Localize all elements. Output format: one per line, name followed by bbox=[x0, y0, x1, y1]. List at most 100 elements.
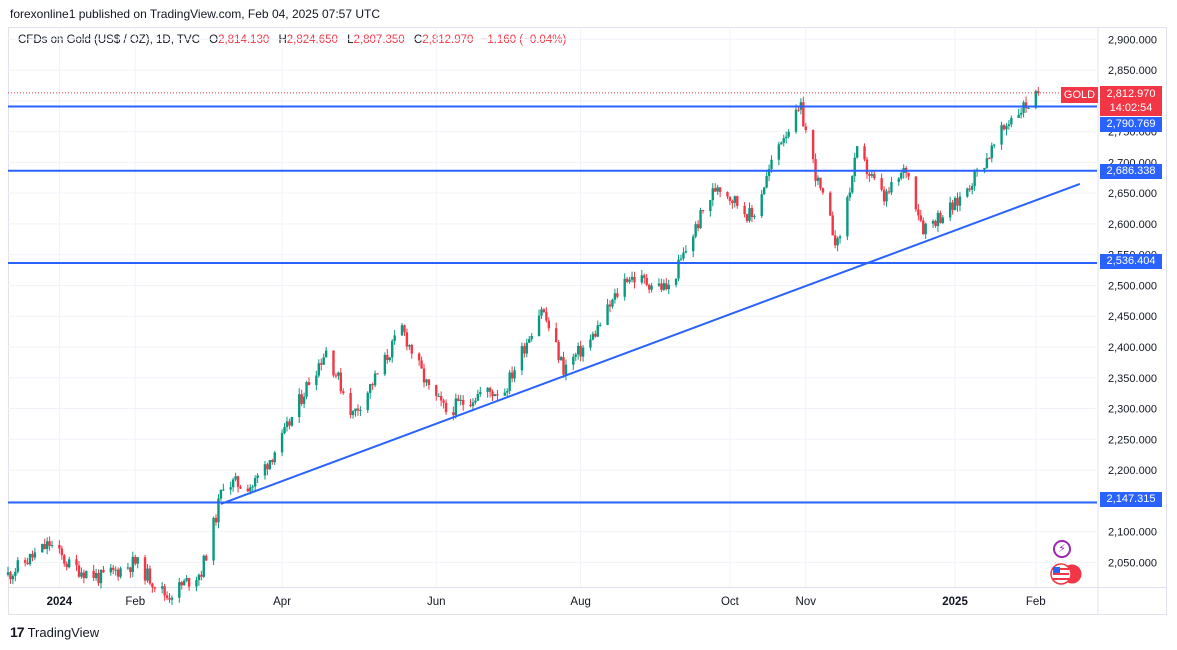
candle-body bbox=[273, 452, 276, 463]
high-label: H bbox=[278, 34, 287, 46]
y-tick-label: 2,450.000 bbox=[1108, 311, 1157, 323]
candle-body bbox=[33, 552, 37, 558]
low-label: L bbox=[347, 34, 354, 46]
candle-body bbox=[474, 400, 477, 403]
candle-body bbox=[253, 478, 257, 487]
candle-body bbox=[187, 578, 191, 587]
candle-body bbox=[163, 586, 166, 596]
candle-body bbox=[542, 309, 546, 313]
candle-body bbox=[148, 568, 152, 584]
candle-body bbox=[202, 555, 205, 577]
candle-body bbox=[596, 325, 599, 337]
candle-body bbox=[662, 283, 666, 290]
candle-body bbox=[900, 172, 903, 179]
candle-body bbox=[914, 176, 918, 210]
low-value: 2,807.350 bbox=[353, 34, 405, 46]
tradingview-brand: TradingView bbox=[27, 624, 100, 640]
candle-body bbox=[1022, 102, 1025, 113]
candle-body bbox=[880, 178, 883, 190]
candle-body bbox=[160, 586, 164, 589]
candle-body bbox=[726, 191, 729, 197]
candle-body bbox=[630, 276, 634, 280]
candle-body bbox=[924, 223, 927, 235]
y-tick-label: 2,850.000 bbox=[1108, 65, 1157, 77]
support-trendline bbox=[220, 182, 1081, 505]
y-tick-label: 2,300.000 bbox=[1108, 404, 1157, 416]
candle-body bbox=[28, 553, 32, 565]
last-price-tag: 2,812.970 14:02:54 bbox=[1100, 86, 1162, 116]
candle-body bbox=[508, 372, 511, 391]
close-label: C bbox=[413, 34, 423, 46]
candle-body bbox=[185, 578, 188, 581]
candle-body bbox=[750, 208, 754, 218]
x-tick-label: Feb bbox=[125, 596, 145, 608]
candle-body bbox=[50, 544, 54, 546]
candle-body bbox=[853, 157, 856, 177]
y-tick-label: 2,200.000 bbox=[1108, 465, 1157, 477]
candle-body bbox=[873, 174, 876, 179]
candle-body bbox=[767, 168, 771, 177]
tradingview-logo-icon: 17 bbox=[10, 624, 25, 640]
candle-body bbox=[217, 498, 220, 523]
bar-countdown: 14:02:54 bbox=[1109, 102, 1153, 114]
candle-body bbox=[356, 408, 360, 411]
candle-body bbox=[439, 396, 443, 401]
level-tag-4: 2,147.315 bbox=[1100, 492, 1162, 507]
level-tag-3: 2,536.404 bbox=[1100, 254, 1162, 269]
candle-body bbox=[922, 220, 925, 235]
candle-body bbox=[410, 345, 413, 354]
candle-body bbox=[26, 562, 29, 565]
candle-body bbox=[405, 332, 409, 347]
candle-body bbox=[701, 210, 705, 212]
candle-body bbox=[391, 340, 394, 358]
candle-body bbox=[787, 131, 790, 137]
candle-body bbox=[628, 279, 631, 282]
candle-body bbox=[643, 275, 646, 278]
candle-body bbox=[366, 392, 369, 411]
tradingview-logo[interactable]: 17 TradingView bbox=[10, 624, 99, 640]
candle-body bbox=[851, 176, 854, 193]
candle-body bbox=[684, 251, 688, 253]
candle-body bbox=[427, 379, 431, 386]
candle-body bbox=[249, 487, 252, 492]
candle-body bbox=[657, 283, 661, 286]
candle-body bbox=[45, 541, 49, 550]
x-tick-label: 2024 bbox=[47, 596, 73, 608]
candle-body bbox=[324, 350, 328, 358]
candle-body bbox=[134, 556, 137, 564]
economic-events-flag-icon[interactable] bbox=[1050, 563, 1084, 585]
candle-body bbox=[594, 333, 597, 337]
candle-body bbox=[863, 146, 866, 160]
candle-body bbox=[371, 384, 374, 386]
candle-body bbox=[332, 350, 335, 376]
candle-body bbox=[745, 214, 749, 221]
candle-body bbox=[388, 357, 391, 360]
candle-body bbox=[351, 411, 355, 416]
candle-body bbox=[425, 379, 428, 383]
candle-body bbox=[99, 569, 103, 584]
candle-body bbox=[682, 252, 685, 259]
candle-body bbox=[131, 556, 135, 572]
candle-body bbox=[214, 517, 218, 523]
candle-body bbox=[865, 159, 869, 175]
candle-body bbox=[785, 136, 788, 139]
candle-body bbox=[178, 582, 181, 598]
lightning-icon[interactable]: ⚡ bbox=[1053, 540, 1071, 558]
candle-body bbox=[1007, 124, 1011, 126]
candle-body bbox=[694, 224, 697, 237]
candle-body bbox=[231, 479, 235, 488]
candle-body bbox=[1034, 91, 1038, 108]
candle-body bbox=[547, 320, 551, 329]
y-tick-label: 2,900.000 bbox=[1108, 34, 1157, 46]
publisher-caption: forexonline1 published on TradingView.co… bbox=[10, 7, 381, 21]
candle-body bbox=[491, 391, 494, 397]
candle-body bbox=[97, 573, 100, 584]
symbol-name[interactable]: CFDs on Gold (US$ / OZ), 1D, TVC bbox=[18, 34, 200, 46]
level-tag-2: 2,686.338 bbox=[1100, 164, 1162, 179]
open-value: 2,814.130 bbox=[218, 34, 270, 46]
x-tick-label: Apr bbox=[273, 596, 291, 608]
candle-body bbox=[564, 364, 568, 375]
candle-body bbox=[748, 208, 751, 221]
candle-body bbox=[562, 357, 565, 375]
